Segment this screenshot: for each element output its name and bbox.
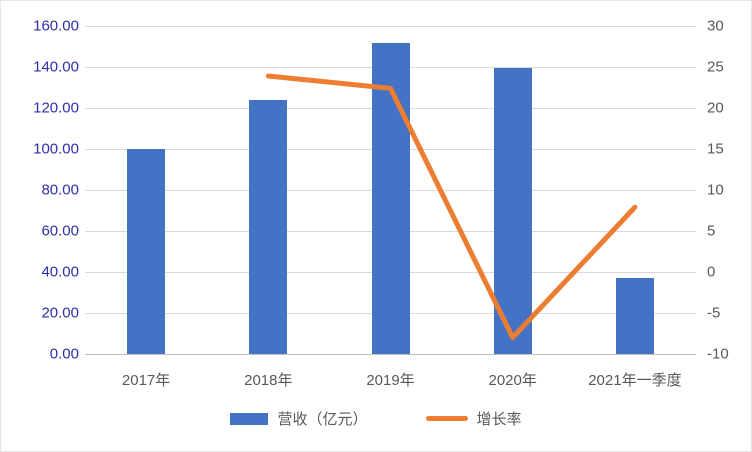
x-axis-label: 2017年	[121, 372, 171, 389]
x-axis-label: 2018年	[244, 372, 293, 389]
revenue-bar-swatch	[230, 412, 269, 425]
legend-item-revenue: 营收（亿元）	[230, 408, 368, 429]
x-axis-label: 2019年	[366, 372, 415, 389]
left-axis-tick: 100.00	[33, 140, 79, 158]
revenue-bar-2020年	[493, 68, 532, 354]
revenue-bar-2019年	[371, 43, 410, 354]
legend-label-revenue: 营收（亿元）	[277, 411, 368, 428]
right-axis-tick: 25	[707, 58, 724, 76]
right-axis-tick: -10	[707, 345, 729, 363]
right-axis-tick: 10	[707, 181, 724, 199]
left-axis-tick: 160.00	[33, 17, 79, 35]
x-axis-line	[85, 354, 696, 355]
growth-line-swatch	[425, 416, 468, 421]
right-axis-tick: 0	[707, 263, 716, 281]
revenue-bar-2017年	[127, 149, 166, 354]
right-axis-tick: 5	[707, 222, 716, 240]
legend-item-growth: 增长率	[425, 408, 522, 429]
right-axis-tick: 20	[707, 99, 724, 117]
legend-label-growth: 增长率	[476, 411, 522, 428]
left-axis-tick: 0.00	[49, 345, 79, 363]
left-axis-tick: 80.00	[41, 181, 79, 199]
legend: 营收（亿元） 增长率	[1, 408, 751, 429]
right-axis-tick: 30	[707, 17, 724, 35]
right-axis-tick: 15	[707, 140, 724, 158]
left-axis-tick: 20.00	[41, 304, 79, 322]
left-axis-tick: 40.00	[41, 263, 79, 281]
left-axis-tick: 140.00	[33, 58, 79, 76]
right-axis-tick: -5	[707, 304, 721, 322]
gridline	[85, 26, 696, 27]
left-axis-tick: 120.00	[33, 99, 79, 117]
left-axis-tick: 60.00	[41, 222, 79, 240]
revenue-bar-2021年一季度	[615, 278, 654, 354]
x-axis-label: 2020年	[488, 372, 537, 389]
x-axis-label: 2021年一季度	[588, 372, 682, 389]
revenue-bar-2018年	[249, 99, 288, 354]
growth-rate-polyline	[265, 73, 638, 341]
